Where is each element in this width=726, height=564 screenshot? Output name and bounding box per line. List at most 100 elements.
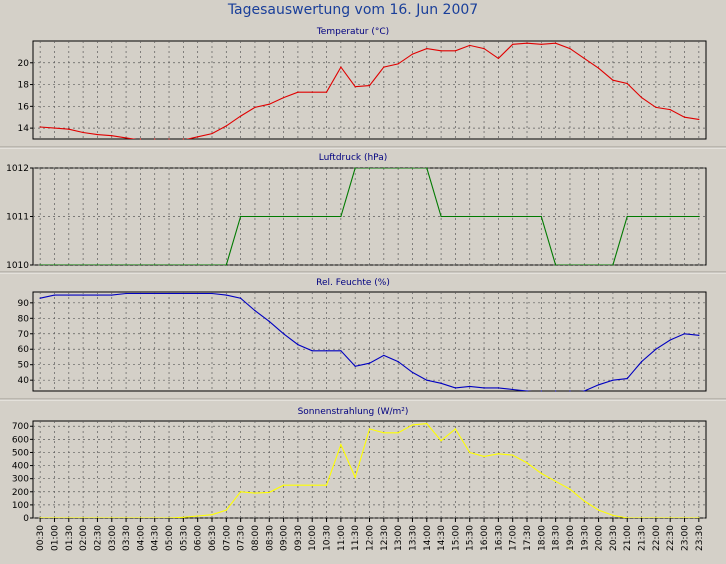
x-tick-label: 17:00	[509, 525, 519, 551]
data-point	[497, 57, 499, 60]
x-tick-label: 22:30	[666, 525, 676, 551]
data-point	[655, 348, 657, 350]
data-point	[555, 390, 557, 392]
data-point	[139, 292, 141, 295]
data-point	[154, 138, 156, 140]
data-point	[640, 97, 643, 99]
data-point	[368, 428, 371, 430]
x-tick-label: 06:30	[208, 525, 218, 551]
data-point	[483, 387, 485, 389]
y-tick-label: 100	[12, 501, 29, 511]
data-point	[311, 215, 313, 218]
data-point	[698, 215, 700, 218]
data-point	[440, 50, 442, 52]
data-point	[669, 215, 671, 218]
y-tick-label: 1011	[6, 213, 29, 223]
data-point	[325, 484, 328, 486]
y-tick-label: 80	[18, 314, 30, 324]
x-tick-label: 01:00	[50, 525, 60, 551]
data-point	[82, 131, 84, 134]
x-tick-label: 00:30	[36, 525, 46, 551]
x-tick-label: 12:00	[366, 525, 376, 551]
data-point	[39, 297, 41, 299]
data-point	[569, 48, 571, 50]
data-point	[555, 42, 557, 44]
data-point	[225, 294, 227, 296]
y-tick-label: 20	[18, 59, 30, 69]
data-point	[182, 292, 184, 295]
plot-area	[32, 291, 707, 392]
data-point	[483, 48, 485, 50]
data-point	[111, 135, 113, 137]
x-tick-label: 04:00	[136, 525, 146, 551]
x-tick-label: 22:00	[652, 525, 662, 551]
data-point	[440, 215, 442, 218]
data-point	[526, 42, 528, 44]
data-point	[569, 264, 571, 266]
data-point	[512, 215, 514, 218]
x-tick-label: 09:30	[294, 525, 304, 551]
data-point	[655, 215, 657, 218]
x-tick-label: 11:00	[337, 525, 347, 551]
data-point	[383, 432, 385, 434]
x-tick-label: 16:30	[494, 525, 504, 551]
data-point	[197, 136, 199, 138]
data-point	[540, 390, 542, 392]
x-tick-label: 13:30	[408, 525, 418, 551]
data-point	[612, 379, 614, 381]
data-point	[197, 292, 199, 295]
data-point	[598, 384, 600, 386]
x-tick-label: 13:00	[394, 525, 404, 551]
data-point	[340, 443, 342, 446]
data-point	[354, 167, 356, 169]
data-point	[569, 390, 571, 392]
data-point	[68, 264, 70, 266]
y-tick-label: 70	[18, 330, 30, 340]
data-point	[411, 167, 414, 169]
data-point	[53, 294, 56, 296]
data-point	[368, 167, 371, 169]
y-tick-label: 18	[18, 81, 30, 91]
chart-title: Sonnenstrahlung (W/m²)	[298, 407, 409, 417]
data-point	[268, 215, 270, 218]
x-tick-label: 21:30	[638, 525, 648, 551]
data-point	[197, 515, 199, 517]
y-tick-label: 16	[18, 102, 30, 112]
plot-area	[32, 420, 707, 519]
y-tick-label: 300	[12, 475, 29, 485]
data-point	[497, 215, 499, 218]
chart-title: Temperatur (°C)	[316, 27, 389, 37]
data-point	[340, 215, 342, 218]
y-tick-label: 60	[18, 345, 30, 355]
y-tick-label: 200	[12, 488, 29, 498]
data-point	[397, 63, 399, 65]
data-point	[68, 128, 70, 130]
data-point	[440, 440, 442, 442]
data-point	[297, 91, 299, 93]
y-tick-label: 50	[18, 361, 30, 371]
data-point	[469, 44, 471, 46]
y-tick-label: 0	[23, 514, 29, 524]
chart-panel-2: Luftdruck (hPa) 1010 1011 1012	[6, 153, 707, 271]
x-tick-label: 10:30	[323, 525, 333, 551]
data-point	[669, 339, 671, 341]
data-point	[454, 387, 457, 389]
y-tick-label: 600	[12, 435, 29, 445]
data-point	[512, 43, 514, 45]
data-point	[368, 362, 371, 364]
data-point	[225, 509, 227, 511]
data-point	[211, 132, 213, 135]
data-point	[526, 390, 528, 392]
data-point	[354, 86, 356, 88]
data-point	[512, 454, 514, 456]
x-tick-label: 08:30	[265, 525, 275, 551]
data-point	[698, 334, 700, 336]
x-tick-label: 02:00	[79, 525, 89, 551]
data-point	[683, 215, 686, 218]
data-point	[583, 57, 585, 60]
data-point	[325, 215, 328, 218]
data-point	[182, 516, 184, 518]
data-point	[526, 215, 528, 218]
data-point	[282, 333, 285, 335]
data-point	[240, 297, 242, 299]
